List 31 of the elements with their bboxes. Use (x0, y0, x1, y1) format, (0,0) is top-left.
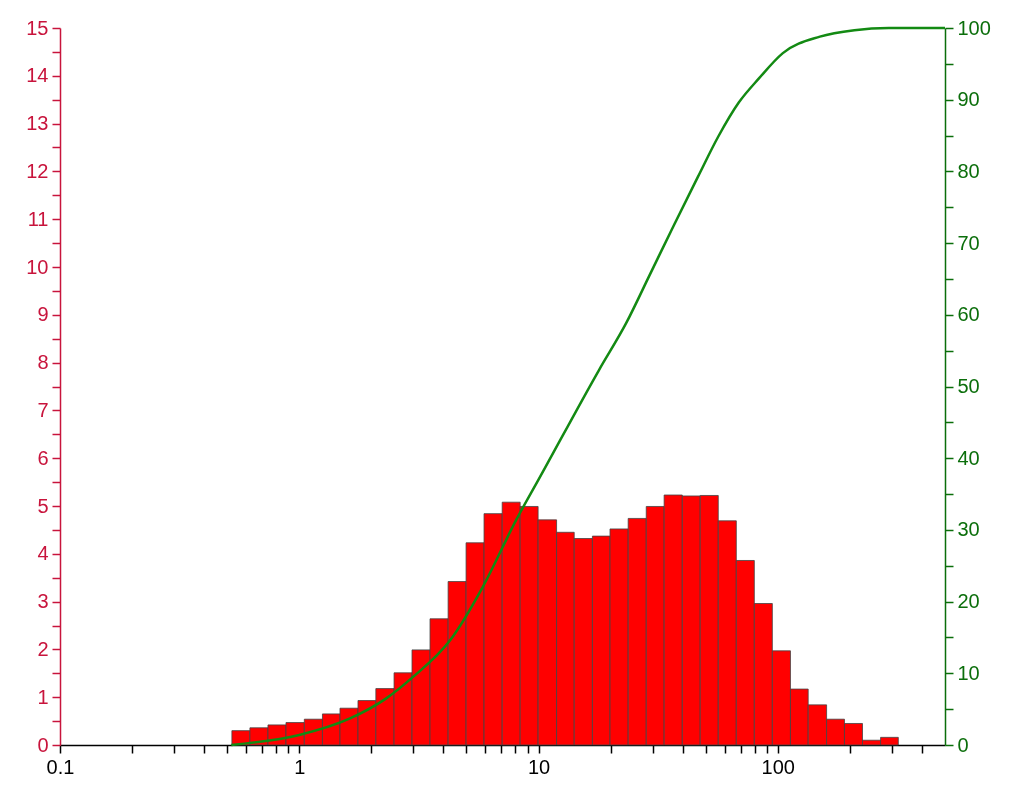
y-tick-label: 5 (37, 494, 49, 517)
x-tick-label: 10 (527, 755, 551, 778)
y2-tick-label: 30 (957, 518, 980, 541)
y-tick-label: 4 (37, 542, 49, 565)
y-tick-label: 14 (26, 64, 49, 87)
y2-tick-label: 90 (957, 88, 980, 111)
y-tick-label: 0 (37, 733, 49, 756)
y2-tick-label: 10 (957, 661, 980, 684)
y2-tick-label: 60 (957, 303, 980, 326)
y2-tick-label: 0 (957, 733, 969, 756)
y2-tick-label: 100 (957, 16, 991, 39)
y2-tick-label: 20 (957, 590, 980, 613)
y-tick-label: 2 (37, 637, 49, 660)
y2-tick-label: 80 (957, 159, 980, 182)
y-tick-label: 11 (27, 207, 49, 230)
y-tick-label: 10 (26, 255, 49, 278)
x-tick-label: 100 (761, 755, 795, 778)
y2-tick-label: 70 (957, 231, 980, 254)
x-tick-label: 1 (294, 755, 306, 778)
x-tick-label: 0.1 (46, 755, 75, 778)
y-tick-label: 12 (26, 159, 49, 182)
y-tick-label: 13 (26, 112, 49, 135)
y-tick-label: 3 (37, 590, 49, 613)
y2-tick-label: 50 (957, 375, 980, 397)
y-tick-label: 9 (37, 303, 49, 326)
y-tick-label: 6 (37, 446, 49, 469)
y-tick-label: 1 (37, 685, 49, 708)
y2-tick-label: 40 (957, 446, 980, 469)
y-tick-label: 15 (26, 16, 49, 39)
y-tick-label: 7 (37, 398, 49, 421)
y-tick-label: 8 (37, 351, 49, 374)
